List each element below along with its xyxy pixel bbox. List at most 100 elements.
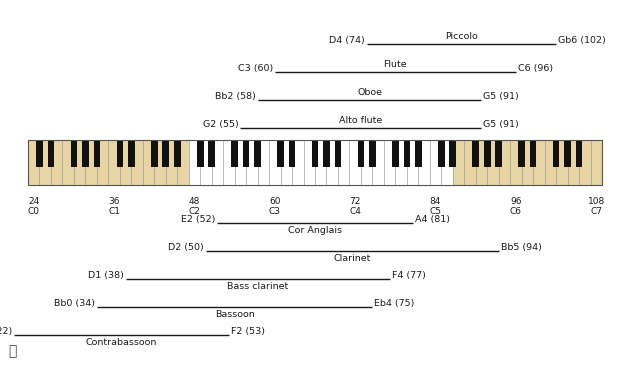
Bar — [51, 140, 63, 185]
Bar — [450, 140, 456, 167]
Bar — [521, 140, 533, 185]
Text: 60: 60 — [269, 197, 281, 206]
Text: Eb4 (75): Eb4 (75) — [374, 299, 415, 308]
Bar — [231, 140, 238, 167]
Bar — [327, 140, 338, 185]
Bar — [162, 140, 169, 167]
Bar — [396, 140, 407, 185]
Text: D2 (50): D2 (50) — [168, 243, 204, 252]
Bar — [304, 140, 315, 185]
Bar — [211, 140, 223, 185]
Bar — [361, 140, 373, 185]
Bar — [418, 140, 430, 185]
Bar — [234, 140, 246, 185]
Bar — [177, 140, 188, 185]
Bar — [257, 140, 269, 185]
Bar — [82, 140, 89, 167]
Bar — [315, 140, 327, 185]
Text: E2 (52): E2 (52) — [181, 215, 215, 224]
Text: Clarinet: Clarinet — [334, 254, 371, 263]
Bar — [243, 140, 249, 167]
Bar — [338, 140, 350, 185]
Bar — [86, 140, 97, 185]
Bar — [223, 140, 234, 185]
Text: Bb0 (34): Bb0 (34) — [54, 299, 95, 308]
Text: 84: 84 — [430, 197, 441, 206]
Text: Bassoon: Bassoon — [215, 310, 255, 319]
Text: 36: 36 — [108, 197, 120, 206]
Text: Bb-1 (22): Bb-1 (22) — [0, 327, 12, 336]
Bar — [36, 140, 43, 167]
Text: A4 (81): A4 (81) — [415, 215, 450, 224]
Bar — [464, 140, 476, 185]
Bar — [28, 140, 40, 185]
Bar — [174, 140, 180, 167]
Bar — [384, 140, 396, 185]
Bar — [94, 140, 100, 167]
Bar — [358, 140, 364, 167]
Text: C0: C0 — [28, 207, 40, 216]
Bar — [564, 140, 571, 167]
Text: D1 (38): D1 (38) — [87, 271, 123, 280]
Text: C7: C7 — [590, 207, 602, 216]
Bar — [350, 140, 361, 185]
Bar — [373, 140, 384, 185]
Text: Flute: Flute — [384, 60, 407, 69]
Bar — [40, 140, 51, 185]
Bar — [392, 140, 399, 167]
Bar — [312, 140, 318, 167]
Text: C5: C5 — [430, 207, 441, 216]
Bar — [567, 140, 579, 185]
Bar — [117, 140, 123, 167]
Bar — [472, 140, 479, 167]
Bar — [590, 140, 602, 185]
Bar — [74, 140, 86, 185]
Bar — [441, 140, 453, 185]
Bar — [71, 140, 78, 167]
Bar — [188, 140, 200, 185]
Text: Piccolo: Piccolo — [445, 32, 478, 41]
Bar — [579, 140, 590, 185]
Text: Bass clarinet: Bass clarinet — [227, 282, 288, 291]
Bar — [438, 140, 445, 167]
Bar — [407, 140, 419, 185]
Bar — [323, 140, 330, 167]
Bar — [530, 140, 536, 167]
Bar — [131, 140, 143, 185]
Text: Oboe: Oboe — [357, 88, 382, 97]
Bar — [208, 140, 215, 167]
Bar — [498, 140, 510, 185]
Bar — [518, 140, 525, 167]
Text: Alto flute: Alto flute — [339, 116, 383, 125]
Bar — [369, 140, 376, 167]
Text: Bb5 (94): Bb5 (94) — [501, 243, 541, 252]
Text: Gb6 (102): Gb6 (102) — [558, 36, 606, 45]
Text: Cor Anglais: Cor Anglais — [288, 226, 342, 235]
Text: F2 (53): F2 (53) — [231, 327, 265, 336]
Text: G5 (91): G5 (91) — [484, 92, 519, 101]
Bar — [453, 140, 464, 185]
Bar — [197, 140, 203, 167]
Bar — [246, 140, 257, 185]
Bar — [495, 140, 502, 167]
Text: C3: C3 — [269, 207, 281, 216]
Text: C1: C1 — [108, 207, 120, 216]
Text: C6: C6 — [510, 207, 522, 216]
Bar — [484, 140, 490, 167]
Bar — [292, 140, 304, 185]
Bar — [128, 140, 135, 167]
Bar — [154, 140, 166, 185]
Bar — [553, 140, 559, 167]
Text: Bb2 (58): Bb2 (58) — [215, 92, 255, 101]
Bar — [335, 140, 341, 167]
Bar — [151, 140, 157, 167]
Text: Contrabassoon: Contrabassoon — [86, 338, 157, 347]
Text: C3 (60): C3 (60) — [237, 64, 273, 73]
Bar — [277, 140, 284, 167]
Text: G5 (91): G5 (91) — [484, 120, 519, 129]
Bar — [120, 140, 131, 185]
Text: 24: 24 — [28, 197, 39, 206]
Text: C4: C4 — [349, 207, 361, 216]
Text: 48: 48 — [188, 197, 200, 206]
Bar — [415, 140, 422, 167]
